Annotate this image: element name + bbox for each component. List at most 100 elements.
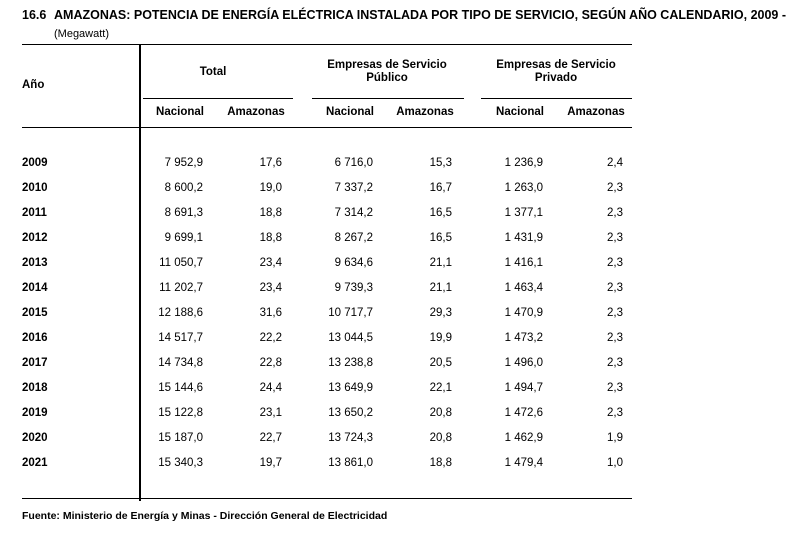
row-year: 2018 <box>22 382 48 394</box>
cell-v-nac: 1 431,9 <box>504 232 543 244</box>
table-number: 16.6 <box>22 8 47 22</box>
row-year: 2019 <box>22 407 48 419</box>
bottom-rule <box>22 498 632 499</box>
cell-p-nac: 9 634,6 <box>334 257 373 269</box>
header-group-total: Total <box>199 66 227 78</box>
cell-v-nac: 1 463,4 <box>504 282 543 294</box>
cell-v-nac: 1 494,7 <box>504 382 543 394</box>
cell-v-nac: 1 470,9 <box>504 307 543 319</box>
row-year: 2014 <box>22 282 48 294</box>
cell-t-nac: 7 952,9 <box>164 157 203 169</box>
cell-v-ama: 1,0 <box>607 457 623 469</box>
cell-t-nac: 11 050,7 <box>159 257 203 269</box>
header-public-nacional: Nacional <box>326 106 374 118</box>
cell-v-ama: 2,3 <box>607 357 623 369</box>
cell-v-ama: 1,9 <box>607 432 623 444</box>
cell-v-ama: 2,3 <box>607 382 623 394</box>
row-year: 2017 <box>22 357 48 369</box>
header-group-public-line2: Público <box>366 72 408 84</box>
header-group-private-line1: Empresas de Servicio <box>496 59 616 71</box>
cell-v-nac: 1 462,9 <box>504 432 543 444</box>
header-group-private-line2: Privado <box>534 72 578 84</box>
row-year: 2021 <box>22 457 48 469</box>
header-private-nacional: Nacional <box>496 106 544 118</box>
cell-p-nac: 7 314,2 <box>334 207 373 219</box>
cell-v-ama: 2,3 <box>607 407 623 419</box>
row-year: 2013 <box>22 257 48 269</box>
header-public-amazonas: Amazonas <box>396 106 454 118</box>
cell-v-ama: 2,3 <box>607 257 623 269</box>
cell-v-nac: 1 472,6 <box>504 407 543 419</box>
cell-t-nac: 9 699,1 <box>164 232 203 244</box>
row-year: 2010 <box>22 182 48 194</box>
cell-t-nac: 15 187,0 <box>158 432 203 444</box>
cell-p-ama: 29,3 <box>429 307 452 319</box>
cell-t-nac: 14 734,8 <box>158 357 203 369</box>
cell-v-ama: 2,3 <box>607 207 623 219</box>
cell-p-ama: 20,8 <box>429 407 452 419</box>
row-year: 2009 <box>22 157 48 169</box>
cell-v-nac: 1 263,0 <box>504 182 543 194</box>
group-public-underline <box>312 98 464 99</box>
cell-p-ama: 20,8 <box>429 432 452 444</box>
cell-t-ama: 17,6 <box>259 157 282 169</box>
cell-t-ama: 19,7 <box>259 457 282 469</box>
cell-t-ama: 22,8 <box>259 357 282 369</box>
cell-p-ama: 16,5 <box>429 207 452 219</box>
cell-t-ama: 18,8 <box>259 207 282 219</box>
cell-v-ama: 2,3 <box>607 332 623 344</box>
cell-t-nac: 15 122,8 <box>158 407 203 419</box>
table-title-text: AMAZONAS: POTENCIA DE ENERGÍA ELÉCTRICA … <box>54 8 786 22</box>
row-year: 2012 <box>22 232 48 244</box>
top-rule <box>22 44 632 45</box>
cell-p-nac: 7 337,2 <box>334 182 373 194</box>
cell-p-nac: 8 267,2 <box>334 232 373 244</box>
cell-t-ama: 22,2 <box>259 332 282 344</box>
cell-p-nac: 13 861,0 <box>328 457 373 469</box>
header-bottom-rule <box>22 127 632 128</box>
row-year: 2015 <box>22 307 48 319</box>
cell-p-ama: 15,3 <box>429 157 452 169</box>
cell-t-ama: 19,0 <box>259 182 282 194</box>
row-year: 2011 <box>22 207 47 219</box>
source-note: Fuente: Ministerio de Energía y Minas - … <box>22 510 388 522</box>
header-group-private: Empresas de Servicio Privado <box>481 59 631 85</box>
unit-label: (Megawatt) <box>54 28 110 40</box>
cell-p-ama: 18,8 <box>429 457 452 469</box>
cell-t-ama: 23,4 <box>259 282 282 294</box>
group-private-underline <box>481 98 632 99</box>
cell-v-nac: 1 479,4 <box>504 457 543 469</box>
cell-v-ama: 2,4 <box>607 157 623 169</box>
header-group-public: Empresas de Servicio Público <box>312 59 462 85</box>
cell-p-ama: 16,7 <box>429 182 452 194</box>
cell-v-ama: 2,3 <box>607 232 623 244</box>
cell-t-nac: 8 691,3 <box>164 207 203 219</box>
cell-p-nac: 13 044,5 <box>328 332 373 344</box>
header-year: Año <box>22 79 45 91</box>
cell-p-nac: 13 649,9 <box>328 382 373 394</box>
cell-v-ama: 2,3 <box>607 282 623 294</box>
row-year: 2020 <box>22 432 48 444</box>
cell-v-nac: 1 473,2 <box>504 332 543 344</box>
cell-p-ama: 21,1 <box>429 282 452 294</box>
cell-t-nac: 8 600,2 <box>164 182 203 194</box>
cell-t-nac: 15 144,6 <box>158 382 203 394</box>
group-total-underline <box>143 98 293 99</box>
cell-p-ama: 16,5 <box>429 232 452 244</box>
header-group-public-line1: Empresas de Servicio <box>327 59 447 71</box>
cell-t-nac: 12 188,6 <box>158 307 203 319</box>
cell-t-ama: 31,6 <box>259 307 282 319</box>
cell-p-nac: 6 716,0 <box>334 157 373 169</box>
cell-t-nac: 14 517,7 <box>158 332 203 344</box>
cell-t-nac: 15 340,3 <box>158 457 203 469</box>
cell-p-nac: 13 238,8 <box>328 357 373 369</box>
cell-t-nac: 11 202,7 <box>159 282 203 294</box>
cell-p-nac: 10 717,7 <box>328 307 373 319</box>
cell-p-ama: 21,1 <box>429 257 452 269</box>
cell-t-ama: 22,7 <box>259 432 282 444</box>
header-private-amazonas: Amazonas <box>567 106 625 118</box>
cell-v-nac: 1 377,1 <box>504 207 543 219</box>
year-column-divider <box>139 44 141 501</box>
cell-v-nac: 1 236,9 <box>504 157 543 169</box>
cell-p-nac: 13 724,3 <box>328 432 373 444</box>
